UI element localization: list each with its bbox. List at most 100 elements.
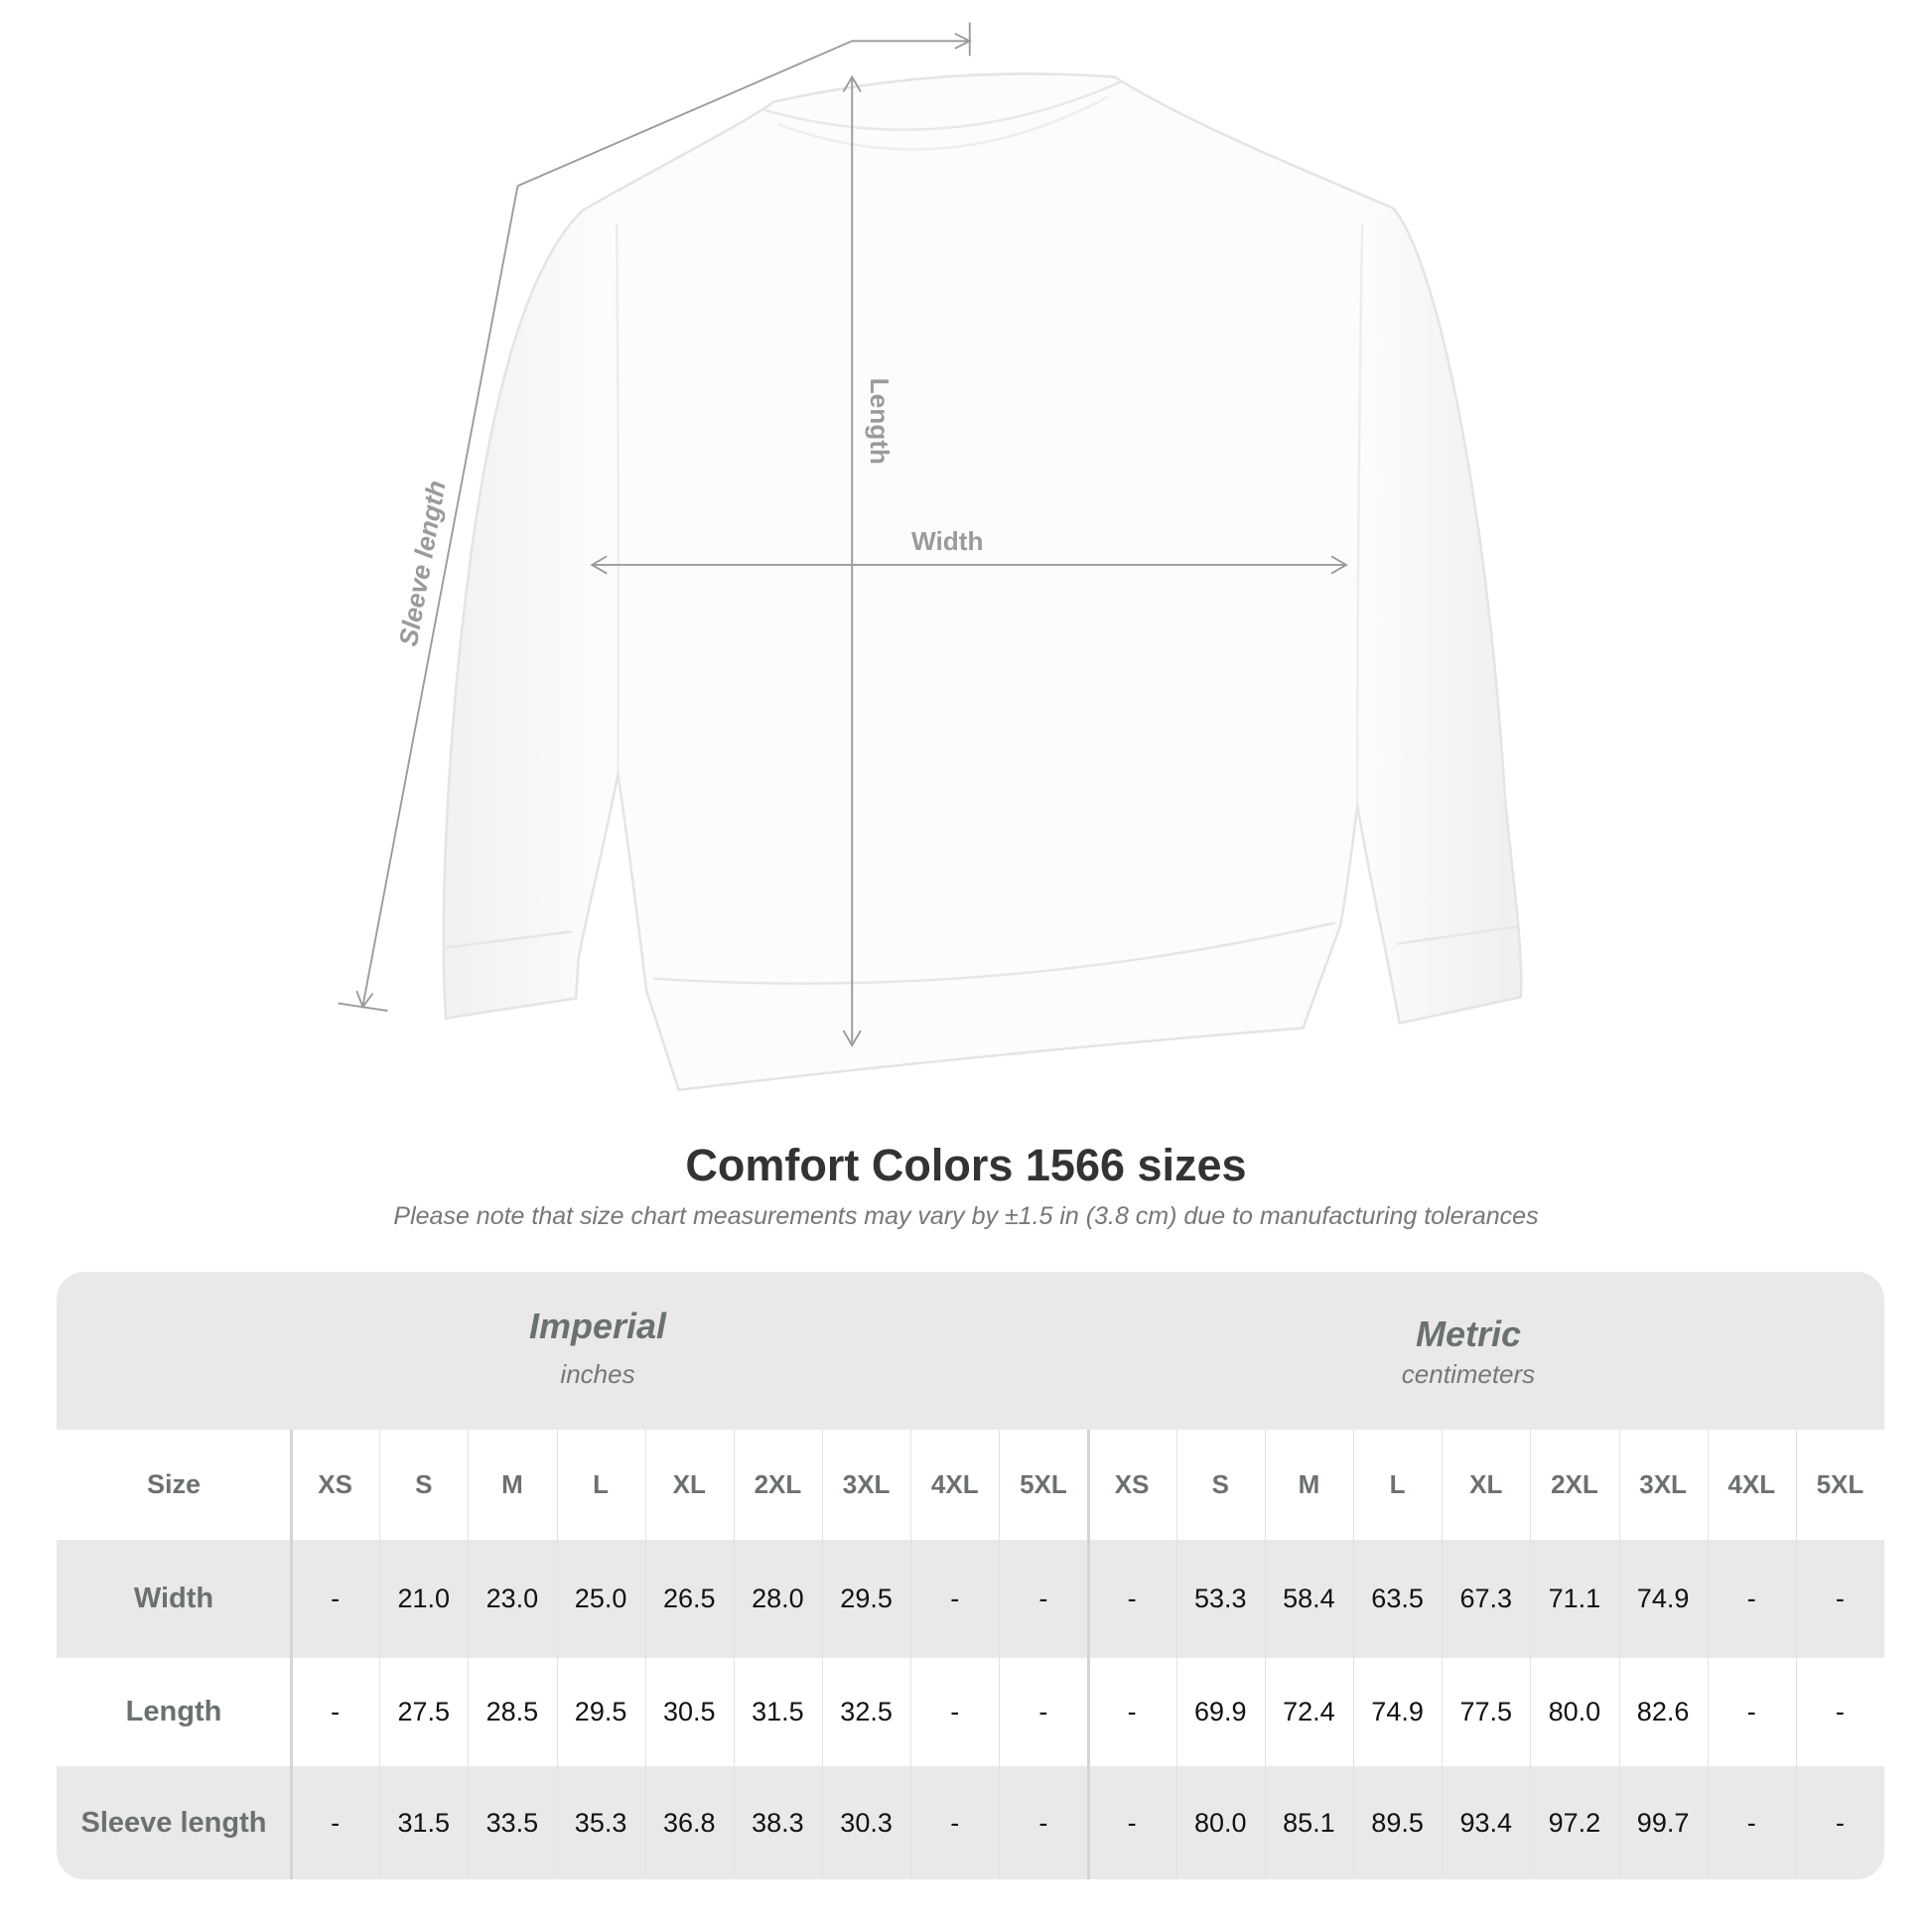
column-divider <box>379 1430 381 1879</box>
page-title: Comfort Colors 1566 sizes <box>685 1140 1247 1190</box>
sleeve-line-top <box>517 40 970 188</box>
table-cell: 71.1 <box>1548 1584 1601 1613</box>
column-divider <box>1707 1430 1709 1879</box>
table-cell: 31.5 <box>397 1807 451 1838</box>
sweatshirt <box>442 72 1523 1092</box>
size-table: Imperial inches Metric centimeters Size X… <box>57 1272 1884 1879</box>
size-column-header: XS <box>318 1469 352 1499</box>
column-divider <box>468 1430 470 1879</box>
table-cell: - <box>331 1697 341 1726</box>
table-header-band <box>57 1272 1884 1430</box>
table-cell: 63.5 <box>1371 1584 1424 1613</box>
table-cell: - <box>1746 1584 1756 1613</box>
column-divider <box>1353 1430 1354 1879</box>
size-column-header: S <box>1211 1469 1229 1499</box>
table-cell: 53.3 <box>1193 1584 1247 1613</box>
table-cell: 23.0 <box>485 1584 539 1613</box>
table-cell: 28.0 <box>752 1584 804 1613</box>
length-arrow-bottom <box>842 1030 862 1047</box>
table-cell: - <box>1746 1697 1756 1726</box>
table-cell: 29.5 <box>574 1697 627 1726</box>
column-divider <box>822 1430 823 1879</box>
imperial-title: Imperial <box>528 1306 667 1346</box>
table-cell: - <box>1038 1584 1048 1613</box>
table-cell: 89.5 <box>1371 1807 1424 1838</box>
column-divider <box>290 1430 293 1879</box>
table-cell: 97.2 <box>1548 1807 1601 1838</box>
length-arrow-top <box>842 74 862 92</box>
table-cell: - <box>950 1697 960 1726</box>
table-cell: 36.8 <box>662 1807 716 1838</box>
column-divider <box>1442 1430 1444 1879</box>
width-label: Width <box>911 526 983 556</box>
size-column-header: XL <box>1469 1469 1503 1499</box>
column-divider <box>556 1430 558 1879</box>
column-divider <box>1175 1430 1177 1879</box>
size-column-header: 5XL <box>1816 1469 1864 1499</box>
imperial-unit: inches <box>560 1359 635 1389</box>
table-cell: 82.6 <box>1636 1697 1690 1726</box>
row-label: Sleeve length <box>80 1806 267 1839</box>
size-column-header: 3XL <box>1639 1469 1687 1499</box>
column-divider <box>1618 1430 1620 1879</box>
table-cell: 25.0 <box>574 1584 627 1613</box>
column-divider <box>1530 1430 1532 1879</box>
width-arrow-right <box>1330 555 1348 575</box>
table-cell: 99.7 <box>1636 1807 1690 1838</box>
column-divider <box>733 1430 735 1879</box>
row-label: Width <box>133 1583 214 1614</box>
tolerance-note: Please note that size chart measurements… <box>393 1202 1539 1230</box>
row-band <box>57 1766 1884 1879</box>
table-cell: 38.3 <box>752 1807 804 1838</box>
table-cell: 35.3 <box>574 1807 627 1838</box>
row-label: Length <box>125 1696 222 1727</box>
table-cell: 74.9 <box>1636 1584 1690 1613</box>
metric-unit: centimeters <box>1401 1359 1536 1389</box>
table-cell: - <box>1127 1584 1137 1613</box>
width-arrow-left <box>590 555 608 575</box>
column-divider <box>1795 1430 1797 1879</box>
table-cell: 80.0 <box>1193 1807 1247 1838</box>
table-cell: 21.0 <box>397 1584 451 1613</box>
metric-title: Metric <box>1415 1313 1522 1354</box>
table-cell: 30.5 <box>662 1697 716 1726</box>
table-cell: 93.4 <box>1459 1807 1513 1838</box>
table-cell: 67.3 <box>1459 1584 1513 1613</box>
table-cell: 29.5 <box>840 1584 893 1613</box>
table-cell: - <box>1835 1807 1845 1838</box>
column-divider <box>910 1430 912 1879</box>
size-column-header: 2XL <box>1551 1469 1598 1499</box>
sleeve-length-label: Sleeve length <box>393 479 452 648</box>
size-column-header: 5XL <box>1020 1469 1067 1499</box>
table-cell: 28.5 <box>485 1697 539 1726</box>
table-cell: 26.5 <box>662 1584 716 1613</box>
column-divider <box>1086 1430 1090 1879</box>
row-band <box>57 1540 1884 1658</box>
table-cell: 33.5 <box>485 1807 539 1838</box>
column-divider <box>999 1430 1001 1879</box>
table-cell: 74.9 <box>1371 1697 1424 1726</box>
column-divider <box>644 1430 646 1879</box>
size-column-header: XL <box>672 1469 706 1499</box>
table-cell: 27.5 <box>397 1697 451 1726</box>
table-cell: - <box>1038 1807 1048 1838</box>
table-cell: - <box>331 1807 341 1838</box>
table-cell: - <box>1038 1697 1048 1726</box>
table-cell: - <box>950 1807 960 1838</box>
table-cell: 85.1 <box>1283 1807 1335 1838</box>
table-cell: 31.5 <box>752 1697 804 1726</box>
size-column-header: 4XL <box>1727 1469 1776 1499</box>
table-cell: - <box>1835 1584 1845 1613</box>
size-column-header: M <box>501 1469 523 1499</box>
size-column-header: L <box>1389 1469 1406 1499</box>
length-label: Length <box>865 378 895 465</box>
size-column-header: XS <box>1114 1469 1150 1499</box>
size-column-header: L <box>593 1469 610 1499</box>
table-cell: - <box>950 1584 960 1613</box>
table-cell: - <box>331 1584 341 1613</box>
sweatshirt-illustration: Length Width Sleeve length <box>338 22 1523 1092</box>
table-cell: 58.4 <box>1283 1584 1335 1613</box>
size-column-header: S <box>415 1469 433 1499</box>
measurement-lines <box>338 22 1348 1047</box>
table-cell: - <box>1835 1697 1845 1726</box>
